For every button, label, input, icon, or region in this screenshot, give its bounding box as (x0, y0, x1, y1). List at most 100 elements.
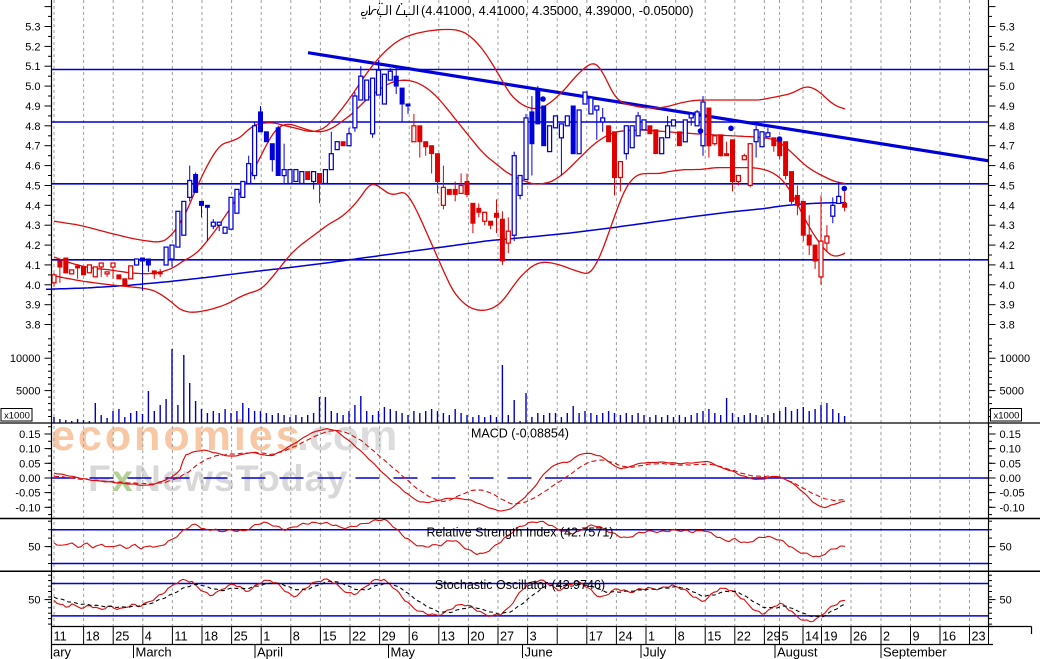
svg-text:17: 17 (589, 630, 603, 644)
svg-text:4.9: 4.9 (1000, 101, 1015, 113)
svg-text:-0.05: -0.05 (15, 488, 40, 500)
svg-text:29: 29 (766, 630, 780, 644)
svg-text:19: 19 (824, 630, 838, 644)
svg-text:4.4: 4.4 (1000, 200, 1015, 212)
svg-text:July: July (643, 645, 667, 659)
svg-text:4.2: 4.2 (1000, 240, 1015, 252)
svg-text:4.2: 4.2 (25, 240, 40, 252)
svg-text:4.0: 4.0 (25, 280, 40, 292)
svg-text:13: 13 (441, 630, 455, 644)
svg-text:4.1: 4.1 (1000, 260, 1015, 272)
svg-text:11: 11 (54, 630, 67, 644)
svg-text:29: 29 (382, 630, 396, 644)
svg-text:-0.10: -0.10 (1000, 502, 1025, 514)
svg-text:26: 26 (853, 630, 867, 644)
svg-text:4.1: 4.1 (25, 260, 40, 272)
svg-text:23: 23 (972, 630, 986, 644)
svg-text:Relative Strength Index (42.75: Relative Strength Index (42.7571) (427, 526, 614, 540)
svg-text:-0.05: -0.05 (1000, 488, 1025, 500)
svg-text:August: August (777, 645, 818, 659)
svg-text:16: 16 (942, 630, 956, 644)
svg-text:3.8: 3.8 (25, 320, 40, 332)
svg-text:March: March (136, 645, 172, 659)
svg-text:5.0: 5.0 (25, 81, 40, 93)
svg-text:2: 2 (883, 630, 890, 644)
svg-text:0.00: 0.00 (19, 473, 40, 485)
svg-text:4.3: 4.3 (1000, 220, 1015, 232)
svg-text:4.9: 4.9 (25, 101, 40, 113)
svg-text:0.05: 0.05 (1000, 458, 1021, 470)
svg-text:(4.41000, 4.41000, 4.35000, 4.: (4.41000, 4.41000, 4.35000, 4.39000, -0.… (421, 3, 694, 18)
svg-text:4.5: 4.5 (25, 181, 40, 193)
svg-text:ary: ary (53, 645, 72, 659)
svg-text:4.3: 4.3 (25, 220, 40, 232)
svg-text:50: 50 (28, 595, 40, 607)
svg-text:8: 8 (678, 630, 685, 644)
svg-text:4.7: 4.7 (1000, 141, 1015, 153)
svg-text:24: 24 (618, 630, 632, 644)
svg-text:8: 8 (293, 630, 300, 644)
svg-text:5000: 5000 (16, 386, 40, 398)
svg-text:10000: 10000 (1000, 353, 1031, 365)
svg-text:0.15: 0.15 (19, 429, 40, 441)
svg-text:5.2: 5.2 (25, 41, 40, 53)
svg-text:18: 18 (86, 630, 100, 644)
svg-text:10000: 10000 (10, 353, 41, 365)
svg-text:5.2: 5.2 (1000, 41, 1015, 53)
svg-text:3.9: 3.9 (1000, 300, 1015, 312)
svg-text:-0.10: -0.10 (15, 502, 40, 514)
svg-text:14: 14 (805, 630, 819, 644)
svg-text:50: 50 (1000, 542, 1012, 554)
svg-text:5.3: 5.3 (25, 22, 40, 34)
svg-text:June: June (525, 645, 553, 659)
svg-text:4.0: 4.0 (1000, 280, 1015, 292)
svg-text:4: 4 (145, 630, 152, 644)
svg-text:1: 1 (648, 630, 655, 644)
svg-text:x1000: x1000 (4, 410, 30, 421)
svg-text:5: 5 (782, 630, 789, 644)
svg-text:5.1: 5.1 (25, 61, 40, 73)
svg-text:6: 6 (411, 630, 418, 644)
svg-text:50: 50 (1000, 595, 1012, 607)
svg-text:18: 18 (204, 630, 218, 644)
svg-text:9: 9 (913, 630, 920, 644)
svg-text:0.00: 0.00 (1000, 473, 1021, 485)
svg-text:11: 11 (174, 630, 187, 644)
svg-text:MACD (-0.08854): MACD (-0.08854) (471, 427, 569, 441)
svg-text:4.6: 4.6 (25, 161, 40, 173)
svg-text:3.8: 3.8 (1000, 320, 1015, 332)
svg-text:5000: 5000 (1000, 386, 1024, 398)
svg-text:25: 25 (234, 630, 248, 644)
svg-text:15: 15 (322, 630, 336, 644)
svg-text:4.5: 4.5 (1000, 181, 1015, 193)
svg-text:22: 22 (737, 630, 751, 644)
svg-text:50: 50 (28, 542, 40, 554)
svg-text:4.4: 4.4 (25, 200, 40, 212)
svg-text:5.0: 5.0 (1000, 81, 1015, 93)
svg-text:4.8: 4.8 (25, 121, 40, 133)
svg-text:x1000: x1000 (994, 410, 1020, 421)
svg-text:0.10: 0.10 (19, 444, 40, 456)
svg-text:4.8: 4.8 (1000, 121, 1015, 133)
svg-text:economies: economies (51, 412, 303, 460)
svg-text:4.6: 4.6 (1000, 161, 1015, 173)
svg-text:27: 27 (500, 630, 514, 644)
svg-text:20: 20 (470, 630, 484, 644)
svg-text:3.9: 3.9 (25, 300, 40, 312)
svg-text:25: 25 (115, 630, 129, 644)
svg-text:5.1: 5.1 (1000, 61, 1015, 73)
svg-text:May: May (391, 645, 416, 659)
svg-text:April: April (257, 645, 283, 659)
svg-text:1: 1 (263, 630, 270, 644)
svg-text:15: 15 (707, 630, 721, 644)
svg-text:0.10: 0.10 (1000, 444, 1021, 456)
svg-text:Stochastic Oscillator (43.9746: Stochastic Oscillator (43.9746) (435, 578, 605, 592)
svg-text:22: 22 (352, 630, 366, 644)
svg-text:.com: .com (297, 412, 397, 460)
svg-text:0.05: 0.05 (19, 458, 40, 470)
svg-text:September: September (883, 645, 947, 659)
svg-text:0.15: 0.15 (1000, 429, 1021, 441)
svg-text:4.7: 4.7 (25, 141, 40, 153)
svg-text:3: 3 (530, 630, 537, 644)
svg-text:5.3: 5.3 (1000, 22, 1015, 34)
